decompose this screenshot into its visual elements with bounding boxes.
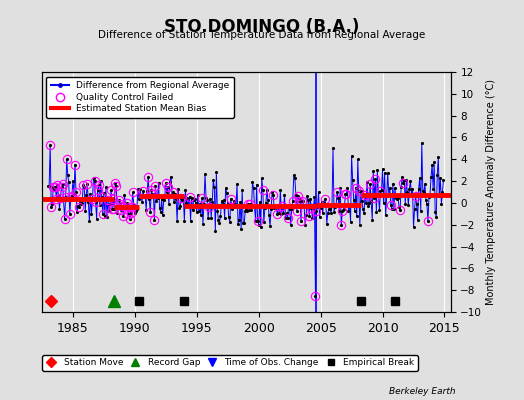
Text: Difference of Station Temperature Data from Regional Average: Difference of Station Temperature Data f…: [99, 30, 425, 40]
Text: STO.DOMINGO (B.A.): STO.DOMINGO (B.A.): [165, 18, 359, 36]
Legend: Station Move, Record Gap, Time of Obs. Change, Empirical Break: Station Move, Record Gap, Time of Obs. C…: [42, 355, 418, 371]
Text: Berkeley Earth: Berkeley Earth: [389, 387, 456, 396]
Y-axis label: Monthly Temperature Anomaly Difference (°C): Monthly Temperature Anomaly Difference (…: [486, 79, 496, 305]
